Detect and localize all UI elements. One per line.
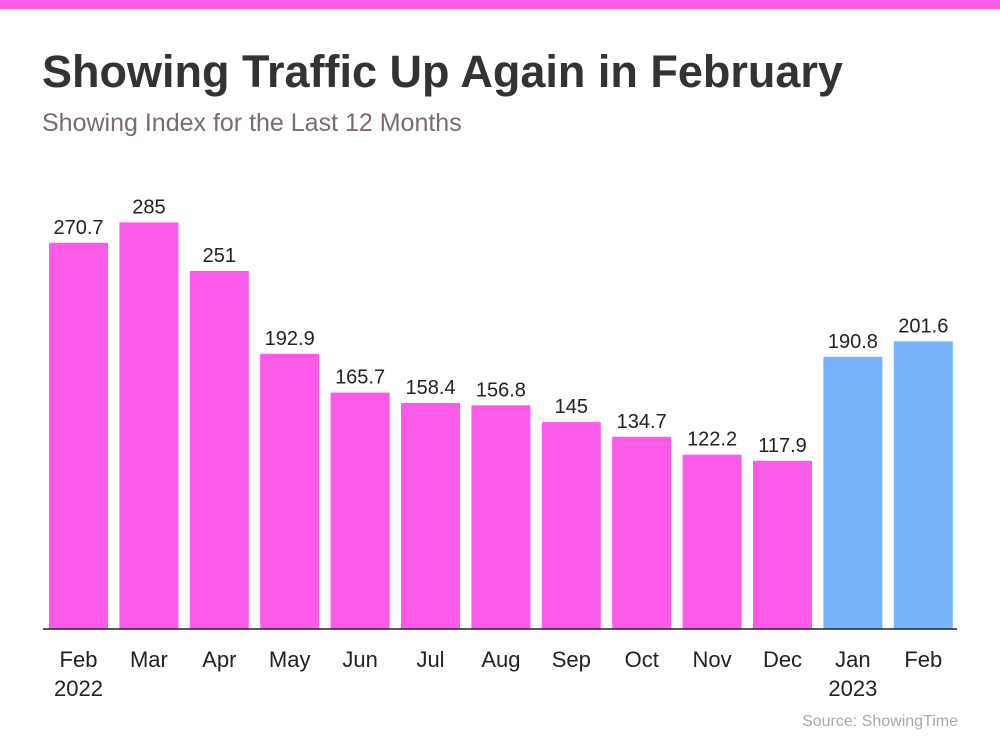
value-label: 201.6 [898, 315, 948, 337]
bars-group [49, 222, 953, 630]
value-label: 122.2 [687, 429, 737, 451]
x-tick-label: Feb [60, 647, 98, 672]
x-tick-label: Aug [481, 647, 520, 672]
value-label: 251 [203, 245, 236, 267]
bar-jul-5 [401, 403, 460, 629]
accent-top-bar [0, 0, 1000, 9]
x-tick-label: Oct [625, 647, 659, 672]
x-tick-label: Dec [763, 647, 802, 672]
chart-subtitle: Showing Index for the Last 12 Months [42, 109, 462, 137]
value-label: 117.9 [758, 435, 807, 457]
value-label: 134.7 [617, 411, 667, 433]
value-label: 165.7 [335, 367, 385, 389]
x-tick-label: Feb [904, 647, 942, 672]
bar-feb-0 [49, 242, 108, 630]
x-tick-year-label: 2022 [54, 676, 103, 701]
value-label: 270.7 [53, 217, 103, 239]
value-label: 156.8 [476, 379, 526, 401]
bar-apr-2 [189, 270, 249, 629]
bar-jan-11 [823, 356, 883, 629]
x-tick-label: Jan [835, 647, 870, 672]
value-label: 285 [132, 196, 165, 218]
x-tick-label: Sep [552, 647, 591, 672]
value-label: 145 [555, 396, 588, 418]
bar-dec-10 [753, 460, 812, 629]
x-tick-label: Nov [693, 647, 732, 672]
x-tick-label: Apr [202, 647, 236, 672]
x-tick-label: Mar [130, 647, 168, 672]
x-tick-label: Jun [342, 647, 377, 672]
source-note: Source: ShowingTime [802, 713, 958, 730]
bar-feb-12 [893, 341, 953, 629]
bar-aug-6 [471, 405, 531, 629]
bar-mar-1 [119, 222, 179, 629]
year-labels-group: 2022 2023 [54, 676, 877, 701]
month-labels-group: Feb Mar Apr May Jun Jul Aug Sep Oct Nov Dec Jan Feb [60, 647, 943, 672]
x-tick-year-label: 2023 [828, 676, 877, 701]
x-tick-label: May [269, 647, 311, 672]
bar-may-3 [260, 353, 320, 629]
bar-jun-4 [330, 392, 390, 629]
bar-oct-8 [612, 436, 672, 629]
value-label: 158.4 [405, 377, 455, 399]
chart-title: Showing Traffic Up Again in February [42, 46, 843, 97]
x-tick-label: Jul [416, 647, 444, 672]
value-label: 192.9 [265, 328, 315, 350]
bar-sep-7 [541, 422, 601, 629]
value-label: 190.8 [828, 331, 878, 353]
value-labels-group: 270.7 285 251 192.9 165.7 158.4 156.8 145 134.7 1… [53, 196, 948, 456]
bar-nov-9 [682, 454, 742, 629]
